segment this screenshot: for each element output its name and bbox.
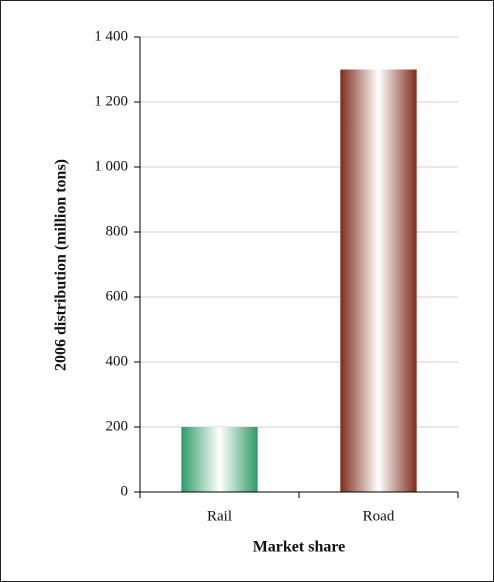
y-tick-label: 400 <box>106 353 129 369</box>
y-axis-label: 2006 distribution (million tons) <box>53 159 70 371</box>
y-tick-label: 200 <box>106 418 129 434</box>
y-tick-label: 0 <box>121 483 129 499</box>
y-tick-label: 800 <box>106 223 129 239</box>
x-tick-label: Rail <box>207 508 232 524</box>
y-tick-label: 1 200 <box>94 93 128 109</box>
y-tick-label: 1 400 <box>94 28 128 44</box>
y-tick-label: 1 000 <box>94 158 128 174</box>
bar <box>181 427 258 492</box>
x-tick-label: Road <box>363 508 395 524</box>
y-tick-label: 600 <box>106 288 129 304</box>
x-axis-label: Market share <box>253 539 346 556</box>
bar <box>340 69 417 492</box>
